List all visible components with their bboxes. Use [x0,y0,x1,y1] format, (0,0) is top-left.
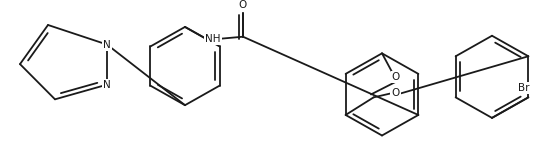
Text: NH: NH [205,34,221,44]
Text: N: N [103,40,111,50]
Text: O: O [391,88,400,98]
Text: O: O [239,0,247,10]
Text: O: O [392,72,400,82]
Text: Br: Br [518,83,529,93]
Text: N: N [103,80,111,90]
